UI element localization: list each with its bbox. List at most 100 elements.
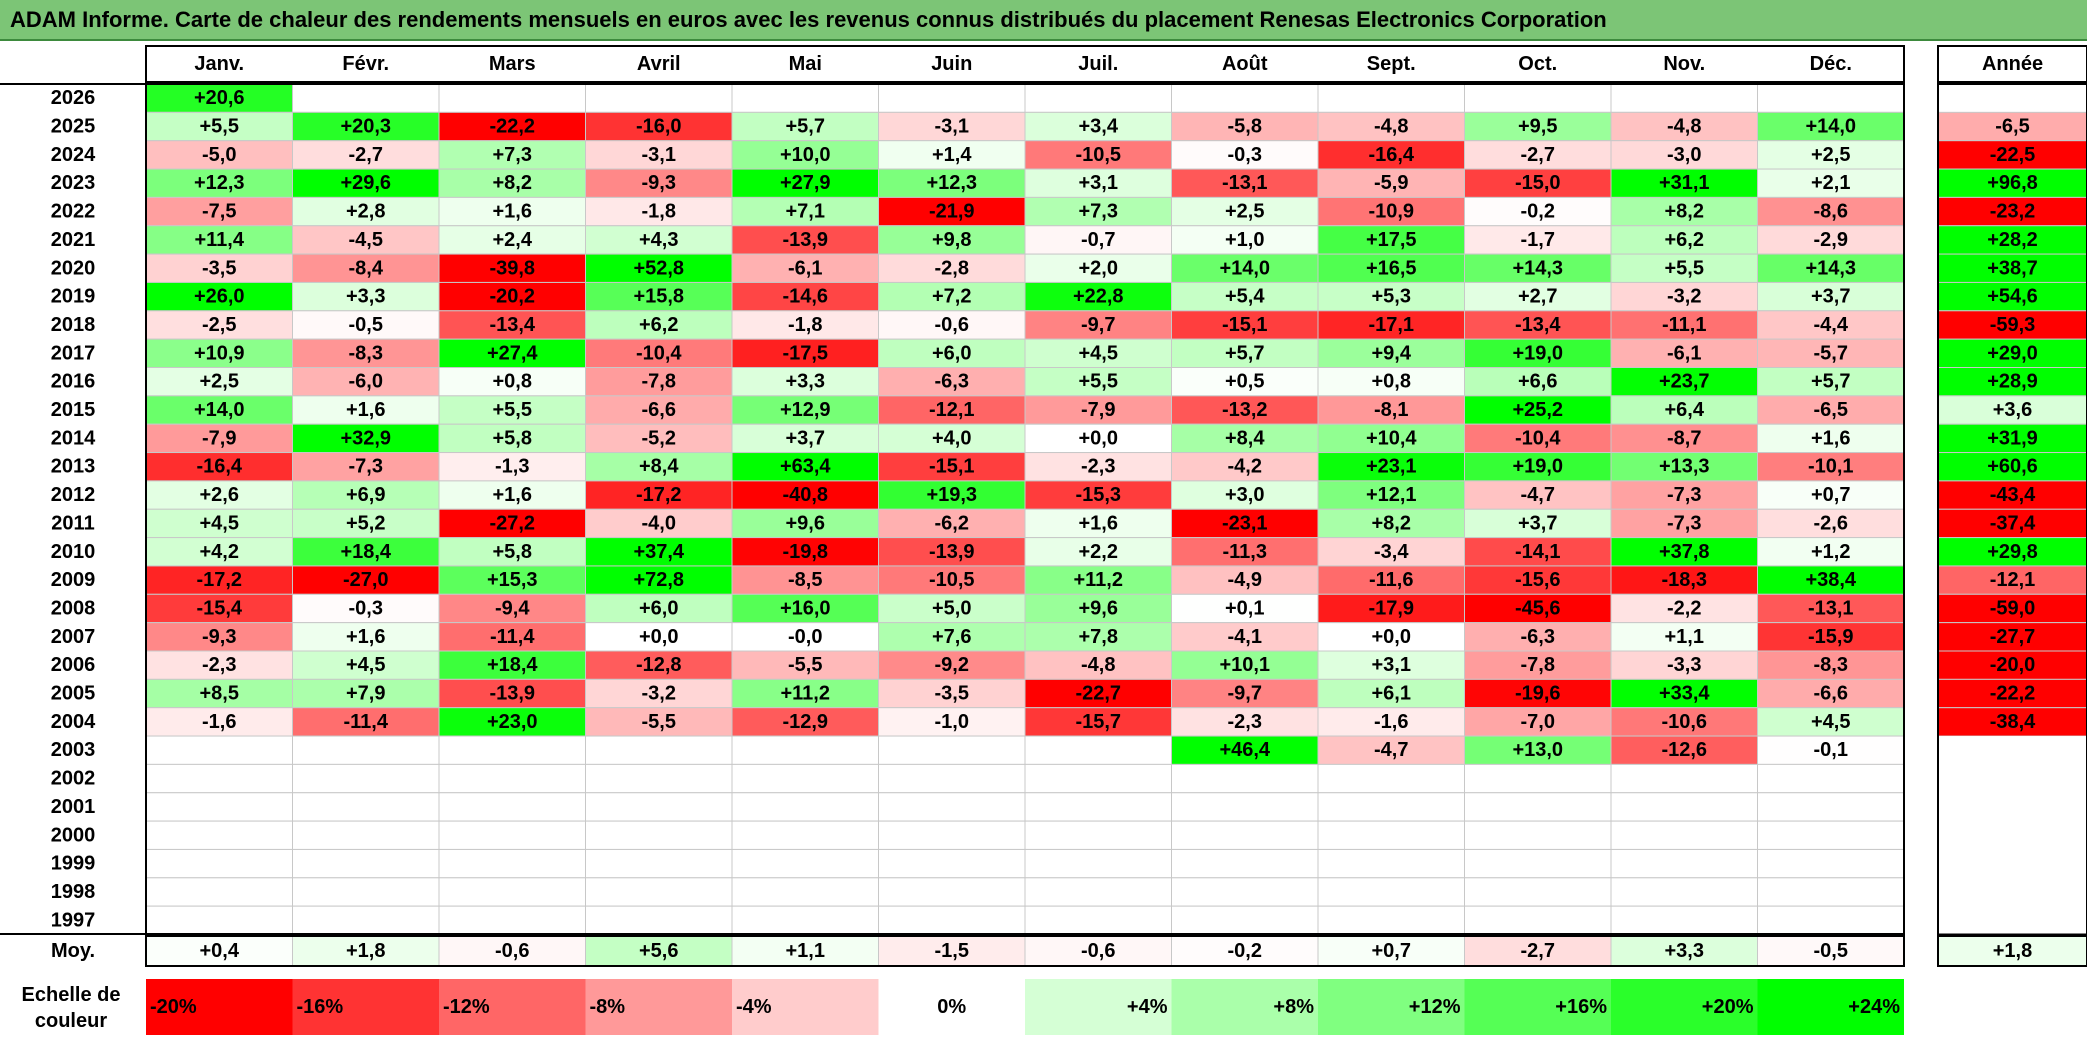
heatmap-cell (1610, 423, 1758, 454)
heatmap-cell (1610, 735, 1758, 765)
cell-value: -8,4 (349, 257, 384, 279)
heatmap-cell (292, 650, 440, 680)
heatmap-cell (292, 792, 440, 822)
cell-value: -5,5 (788, 654, 822, 676)
cell-value: -8,7 (1667, 427, 1701, 449)
cell-value: +0,7 (1811, 484, 1850, 506)
cell-value: -27,0 (343, 569, 389, 591)
cell-value: +8,2 (1665, 201, 1704, 223)
year-label: 2013 (51, 456, 96, 478)
heatmap-cell (878, 678, 1026, 709)
heatmap-cell (1464, 820, 1612, 850)
cell-value: -11,3 (1223, 541, 1267, 563)
year-label: 2024 (51, 144, 96, 166)
heatmap-cell (1024, 848, 1172, 879)
heatmap-cell (731, 848, 879, 879)
month-header: Juin (931, 53, 972, 75)
annual-cell (1938, 764, 2087, 793)
avg-value: +5,6 (639, 940, 678, 962)
scale-value: +24% (1848, 996, 1900, 1018)
heatmap-cell (585, 905, 733, 936)
cell-value: +19,0 (1512, 342, 1563, 364)
month-header: Févr. (342, 53, 389, 75)
heatmap-cell (1757, 225, 1905, 255)
avg-cell (878, 935, 1026, 967)
heatmap-cell (438, 593, 586, 624)
cell-value: -7,8 (1521, 654, 1555, 676)
heatmap-cell (585, 508, 733, 539)
heatmap-cell (731, 877, 879, 907)
cell-value: +19,0 (1512, 456, 1563, 478)
heatmap-cell (438, 763, 586, 794)
heatmap-cell (1610, 905, 1758, 936)
heatmap-cell (1317, 905, 1465, 936)
heatmap-cell (145, 565, 293, 595)
cell-value: -3,5 (202, 257, 236, 279)
cell-value: -7,0 (1521, 711, 1555, 733)
cell-value: +5,7 (1225, 342, 1264, 364)
year-label: 2003 (51, 739, 96, 761)
cell-value: +9,8 (932, 229, 971, 251)
heatmap-cell (1171, 537, 1319, 567)
heatmap-cell (1024, 650, 1172, 680)
cell-value: -9,3 (202, 626, 236, 648)
heatmap-cell (1024, 281, 1172, 312)
cell-value: +9,5 (1518, 116, 1557, 138)
cell-value: +27,4 (487, 342, 538, 364)
cell-value: +7,6 (932, 626, 971, 648)
heatmap-cell (1757, 83, 1905, 113)
heatmap-cell (1757, 735, 1905, 765)
heatmap-cell (878, 423, 1026, 454)
cell-value: -6,1 (788, 257, 822, 279)
cell-value: -7,3 (349, 456, 383, 478)
cell-value: -2,3 (1081, 456, 1115, 478)
cell-value: +0,8 (493, 371, 532, 393)
cell-value: -13,4 (489, 314, 535, 336)
cell-value: -3,1 (935, 116, 969, 138)
cell-value: -6,2 (935, 512, 969, 534)
cell-value: +2,2 (1079, 541, 1118, 563)
cell-value: +5,5 (493, 399, 532, 421)
heatmap-cell (438, 848, 586, 879)
heatmap-cell (1024, 537, 1172, 567)
heatmap-cell (585, 537, 733, 567)
avg-label: Moy. (51, 940, 95, 962)
cell-value: -1,6 (1374, 711, 1408, 733)
year-label: 2001 (51, 796, 96, 818)
cell-value: +4,3 (639, 229, 678, 251)
cell-value: +0,1 (1225, 597, 1264, 619)
cell-value: -1,3 (495, 456, 529, 478)
heatmap-cell (145, 281, 293, 312)
heatmap-cell (1171, 650, 1319, 680)
heatmap-cell (438, 367, 586, 397)
heatmap-cell (1464, 338, 1612, 368)
cell-value: +10,9 (194, 342, 245, 364)
cell-value: -11,4 (344, 711, 389, 733)
avg-cell (438, 935, 586, 967)
annual-cell (1937, 508, 2087, 539)
cell-value: +5,5 (1079, 371, 1118, 393)
cell-value: -45,6 (1515, 597, 1561, 619)
cell-value: -8,3 (349, 342, 383, 364)
heatmap-cell (292, 310, 440, 340)
cell-value: +11,2 (1073, 569, 1123, 591)
heatmap-cell (438, 820, 586, 850)
heatmap-cell (731, 111, 879, 142)
scale-swatch (1318, 979, 1465, 1035)
scale-swatch (439, 979, 586, 1035)
heatmap-cell (1757, 678, 1905, 709)
scale-swatch (1611, 979, 1758, 1035)
cell-value: -3,5 (935, 683, 969, 705)
scale-value: -16% (297, 996, 344, 1018)
heatmap-cell (1610, 452, 1758, 482)
cell-value: -5,7 (1814, 342, 1848, 364)
annual-cell (1937, 423, 2087, 454)
chart-title: ADAM Informe. Carte de chaleur des rende… (0, 0, 2087, 41)
heatmap-cell (145, 253, 293, 283)
annual-cell (1938, 792, 2087, 822)
cell-value: -5,2 (642, 427, 676, 449)
cell-value: -2,8 (935, 257, 969, 279)
heatmap-cell (292, 338, 440, 368)
heatmap-cell (145, 83, 293, 113)
heatmap-cell (731, 83, 879, 113)
